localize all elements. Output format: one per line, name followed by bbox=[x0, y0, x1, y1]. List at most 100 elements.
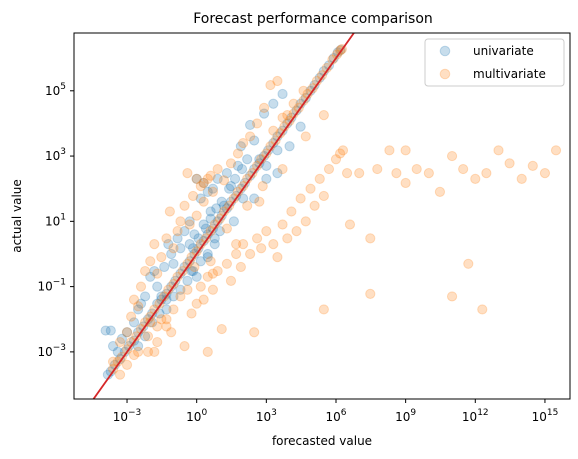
y-tick-label: 10−1 bbox=[37, 278, 66, 294]
data-point bbox=[140, 331, 151, 342]
data-point bbox=[231, 248, 242, 260]
data-point bbox=[166, 327, 177, 338]
data-point bbox=[211, 203, 222, 214]
x-tick-label: 1015 bbox=[532, 408, 559, 424]
data-point bbox=[191, 271, 202, 282]
data-point bbox=[268, 125, 279, 136]
data-point bbox=[161, 321, 172, 332]
data-point bbox=[277, 163, 288, 175]
data-point bbox=[172, 226, 183, 237]
data-point bbox=[126, 311, 137, 322]
data-point bbox=[330, 154, 342, 165]
plot-background bbox=[74, 33, 570, 399]
data-point bbox=[114, 336, 126, 348]
data-point bbox=[121, 327, 133, 338]
data-point bbox=[133, 301, 144, 312]
data-point bbox=[261, 173, 272, 184]
data-point bbox=[212, 173, 223, 184]
data-point bbox=[193, 233, 204, 244]
data-point bbox=[293, 102, 304, 113]
data-point bbox=[202, 346, 213, 357]
data-point bbox=[372, 163, 383, 175]
data-point bbox=[133, 346, 144, 357]
y-tick-label: 101 bbox=[45, 212, 66, 228]
data-point bbox=[172, 233, 183, 244]
data-point bbox=[164, 206, 175, 217]
data-point bbox=[365, 233, 376, 244]
data-point bbox=[251, 233, 263, 244]
data-point bbox=[218, 200, 230, 211]
x-tick-label: 103 bbox=[256, 408, 277, 424]
data-point bbox=[198, 294, 209, 305]
data-point bbox=[205, 206, 216, 217]
data-point bbox=[140, 265, 151, 277]
data-point bbox=[229, 173, 241, 184]
data-point bbox=[258, 108, 270, 119]
data-point bbox=[231, 239, 242, 250]
data-point bbox=[177, 265, 188, 277]
identity-line bbox=[92, 33, 355, 399]
data-point bbox=[187, 265, 199, 277]
data-point bbox=[221, 168, 232, 179]
data-point bbox=[114, 369, 126, 380]
data-point bbox=[268, 239, 279, 250]
data-point bbox=[249, 193, 260, 204]
y-axis-ticks: 10−3 10−1 101 103 105 bbox=[37, 82, 74, 359]
data-point bbox=[282, 233, 293, 244]
x-tick-label: 109 bbox=[395, 408, 416, 424]
data-point bbox=[337, 145, 349, 156]
data-point bbox=[300, 216, 311, 227]
data-point bbox=[191, 173, 202, 184]
data-point bbox=[365, 288, 376, 299]
data-point bbox=[198, 177, 209, 189]
data-point bbox=[216, 323, 227, 335]
data-point bbox=[184, 216, 195, 227]
data-point bbox=[216, 196, 227, 207]
y-tick-label: 103 bbox=[45, 147, 66, 163]
data-point bbox=[175, 243, 186, 254]
data-point bbox=[168, 243, 179, 254]
legend-marker-univariate bbox=[439, 45, 451, 57]
data-point bbox=[168, 278, 179, 290]
data-point bbox=[354, 168, 365, 179]
data-point bbox=[527, 160, 538, 171]
data-point bbox=[154, 298, 165, 309]
legend-marker-multivariate bbox=[439, 68, 451, 80]
data-point bbox=[550, 145, 562, 156]
data-point bbox=[198, 219, 209, 230]
data-point bbox=[184, 256, 195, 267]
data-point bbox=[236, 163, 248, 175]
data-point bbox=[182, 275, 193, 286]
data-point bbox=[202, 186, 213, 197]
y-axis-label: actual value bbox=[10, 179, 24, 253]
data-point bbox=[318, 110, 329, 121]
data-point bbox=[161, 314, 172, 325]
data-point bbox=[195, 193, 206, 204]
data-point bbox=[284, 141, 295, 152]
data-point bbox=[121, 344, 133, 355]
data-point bbox=[411, 163, 422, 175]
data-point bbox=[218, 175, 230, 186]
data-point bbox=[225, 158, 237, 169]
data-point bbox=[344, 219, 356, 230]
data-point bbox=[323, 163, 335, 175]
data-point bbox=[245, 248, 256, 260]
data-point bbox=[400, 177, 411, 189]
data-point bbox=[179, 200, 190, 211]
data-point bbox=[261, 148, 272, 159]
data-point bbox=[318, 190, 329, 202]
data-point bbox=[202, 248, 213, 260]
data-point bbox=[163, 239, 174, 250]
x-tick-label: 1012 bbox=[462, 408, 489, 424]
data-point bbox=[207, 284, 219, 295]
data-point bbox=[202, 173, 213, 184]
data-point bbox=[161, 233, 172, 244]
data-point bbox=[224, 183, 235, 194]
data-point bbox=[284, 115, 295, 126]
data-point bbox=[242, 200, 253, 211]
data-point bbox=[202, 252, 213, 263]
data-point bbox=[107, 341, 119, 352]
data-point bbox=[100, 325, 111, 336]
data-point bbox=[175, 291, 186, 302]
data-point bbox=[225, 275, 237, 286]
